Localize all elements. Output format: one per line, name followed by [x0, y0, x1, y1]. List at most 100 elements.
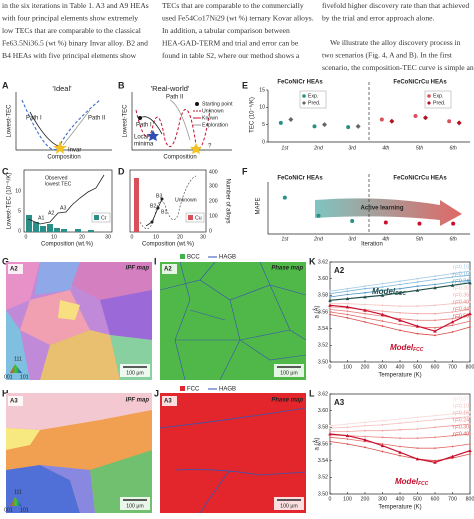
point [434, 304, 436, 307]
legend-marker [94, 215, 99, 220]
point-label: B2 [150, 203, 156, 209]
annotation: minima [134, 142, 154, 148]
axis-label: Lowest-TEC [123, 104, 129, 138]
point [434, 414, 436, 417]
point [451, 311, 454, 313]
tick-label: 0 [262, 139, 265, 145]
tick-label: 3rd [348, 236, 357, 242]
point [399, 305, 401, 308]
legend-label: η=0.16 [453, 271, 469, 277]
point [416, 420, 419, 423]
triangle-label: 001 [4, 374, 13, 380]
annotation: Unknown [175, 197, 197, 203]
point [381, 310, 384, 313]
legend-marker [427, 94, 431, 98]
shape [54, 228, 60, 232]
point [416, 305, 419, 308]
panel-label: C [2, 166, 9, 176]
legend-label: η=0.16 [453, 410, 469, 416]
point [364, 316, 366, 319]
shape [75, 229, 81, 232]
legend-label: η=0.40 [453, 299, 469, 305]
annotation: Local [134, 135, 148, 141]
tick-label: 400 [209, 169, 218, 175]
tick-label: 0 [131, 234, 134, 240]
point [381, 450, 384, 453]
point [346, 316, 349, 319]
shape [6, 393, 152, 430]
tick-label: 400 [396, 364, 405, 370]
point-label: B3 [156, 193, 162, 199]
point [282, 195, 287, 200]
panel-label: B [118, 80, 125, 90]
tick-label: 3rd [348, 145, 357, 151]
point [434, 312, 436, 315]
point [416, 428, 419, 430]
shape [40, 330, 120, 380]
point [381, 286, 384, 288]
tick-label: 4th [382, 236, 389, 242]
point [434, 283, 436, 286]
sample-tag: A3 [10, 399, 18, 405]
point [469, 433, 471, 435]
point [381, 304, 384, 307]
annotation: Observed [45, 175, 68, 181]
sample-tag: A2 [10, 267, 18, 273]
tick-label: 0 [18, 228, 21, 234]
point [380, 312, 385, 316]
point [328, 298, 332, 302]
axes [267, 182, 470, 235]
grain-boundaries [159, 261, 307, 381]
group-label: FeCoNiCr HEAs [277, 176, 323, 182]
tick-label: 1st [281, 145, 288, 151]
shape [180, 254, 185, 259]
body-line: HEA-GAD-TERM and trial and error can be [162, 38, 299, 47]
legend-label: HAGB [219, 255, 236, 261]
point [434, 436, 436, 439]
curve [27, 174, 105, 225]
point [312, 124, 317, 129]
legend-label: HAGB [219, 387, 236, 393]
point [416, 437, 419, 440]
point-label: A3 [60, 205, 66, 211]
legend-label: η=0.10 [453, 403, 469, 409]
scale-bar: 100 μm [280, 370, 297, 376]
point [469, 443, 471, 445]
legend-label: η=0.44 [453, 306, 469, 312]
point [416, 447, 419, 450]
tick-label: 700 [448, 364, 457, 370]
legend [424, 90, 452, 109]
point [434, 326, 436, 329]
tick-label: 10 [15, 188, 21, 194]
point [345, 433, 350, 438]
legend-label: η=0.10 [453, 264, 469, 270]
point [447, 119, 452, 124]
tick-label: 3.58 [318, 425, 328, 431]
annotation: Invar [68, 148, 81, 154]
sample-tag: A3 [334, 398, 345, 407]
point [456, 120, 462, 126]
body-line: two scenarios (Fig. 4, A and B). In the … [322, 50, 453, 59]
legend-marker [188, 215, 193, 220]
point [451, 413, 454, 415]
legend-label: Starting point [202, 101, 233, 107]
arrow-label: Active learning [360, 206, 403, 212]
shape [26, 215, 32, 232]
point [468, 311, 472, 316]
point [381, 282, 384, 285]
tick-label: 6th [450, 236, 457, 242]
point [363, 295, 367, 299]
tick-label: 3.52 [318, 475, 328, 481]
tick-label: 30 [105, 234, 111, 240]
star [190, 143, 202, 154]
tick-label: 300 [209, 183, 218, 189]
axis-label: a (Å) [314, 437, 321, 450]
point [364, 312, 366, 315]
histogram [26, 215, 94, 232]
point [379, 117, 384, 122]
point [329, 292, 331, 295]
point [469, 274, 471, 277]
axis-label: Composition [47, 155, 80, 161]
body-line: scenario, the composition-TEC curve is s… [322, 63, 474, 72]
panel-label: F [242, 166, 248, 176]
